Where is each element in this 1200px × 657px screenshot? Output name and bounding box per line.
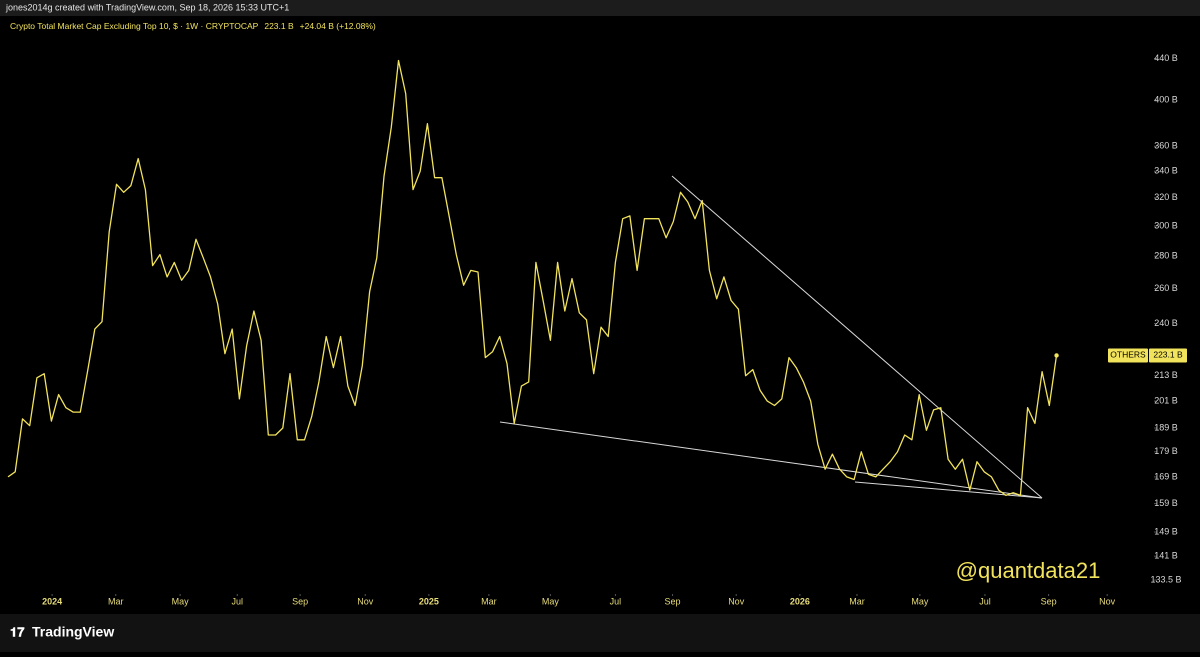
x-tick-label: Sep [665,596,681,606]
price-tag-name-bg [1108,348,1148,363]
x-tick-label: Jul [610,596,622,606]
y-tick-label: 300 B [1154,220,1178,230]
y-tick-label: 201 B [1154,395,1178,405]
y-tick-label: 141 B [1154,551,1178,561]
y-tick-label: 159 B [1154,498,1178,508]
header-bar [0,0,1200,16]
x-tick-label: Nov [1099,596,1116,606]
header-text: jones2014g created with TradingView.com,… [5,2,289,12]
y-tick-label: 400 B [1154,95,1178,105]
legend-change: +24.04 B (+12.08%) [300,21,376,31]
y-tick-label: 340 B [1154,166,1178,176]
y-tick-label: 320 B [1154,192,1178,202]
x-tick-label: May [542,596,560,606]
watermark: @quantdata21 [956,558,1101,583]
y-tick-label: 440 B [1154,53,1178,63]
y-tick-label: 133.5 B [1150,574,1181,584]
price-tag-value: 223.1 B [1153,350,1183,360]
x-tick-label: Sep [1041,596,1057,606]
x-tick-label: Nov [357,596,374,606]
y-tick-label: 149 B [1154,526,1178,536]
y-tick-label: 240 B [1154,318,1178,328]
footer-bar [0,614,1200,652]
y-tick-label: 169 B [1154,471,1178,481]
y-tick-label: 213 B [1154,370,1178,380]
x-tick-label: Jul [979,596,991,606]
footer-logo: 𝟏𝟕 [10,624,25,639]
series-line [7,59,1058,497]
footer-text: TradingView [32,624,114,640]
y-tick-label: 360 B [1154,141,1178,151]
price-tag-name: OTHERS [1110,350,1146,360]
trendline-upper [671,175,1043,499]
x-tick-label: Mar [849,596,865,606]
y-tick-label: 280 B [1154,251,1178,261]
legend-last: 223.1 B [264,21,294,31]
legend-title: Crypto Total Market Cap Excluding Top 10… [10,21,376,31]
trendline-lower [499,421,1043,499]
trendline-lower-2 [854,481,1043,499]
x-tick-label: 2025 [419,596,439,606]
price-tag-value-bg [1149,348,1187,363]
x-tick-label: 2026 [790,596,810,606]
y-tick-label: 189 B [1154,422,1178,432]
x-tick-label: Sep [292,596,308,606]
y-tick-label: 260 B [1154,283,1178,293]
x-tick-label: May [911,596,929,606]
x-tick-label: Mar [481,596,497,606]
x-tick-label: 2024 [42,596,62,606]
x-tick-label: Nov [728,596,745,606]
x-tick-label: Mar [108,596,124,606]
x-tick-label: May [172,596,190,606]
x-tick-label: Jul [231,596,243,606]
y-tick-label: 179 B [1154,446,1178,456]
last-point [1054,353,1059,358]
legend-name: Crypto Total Market Cap Excluding Top 10… [10,21,259,31]
